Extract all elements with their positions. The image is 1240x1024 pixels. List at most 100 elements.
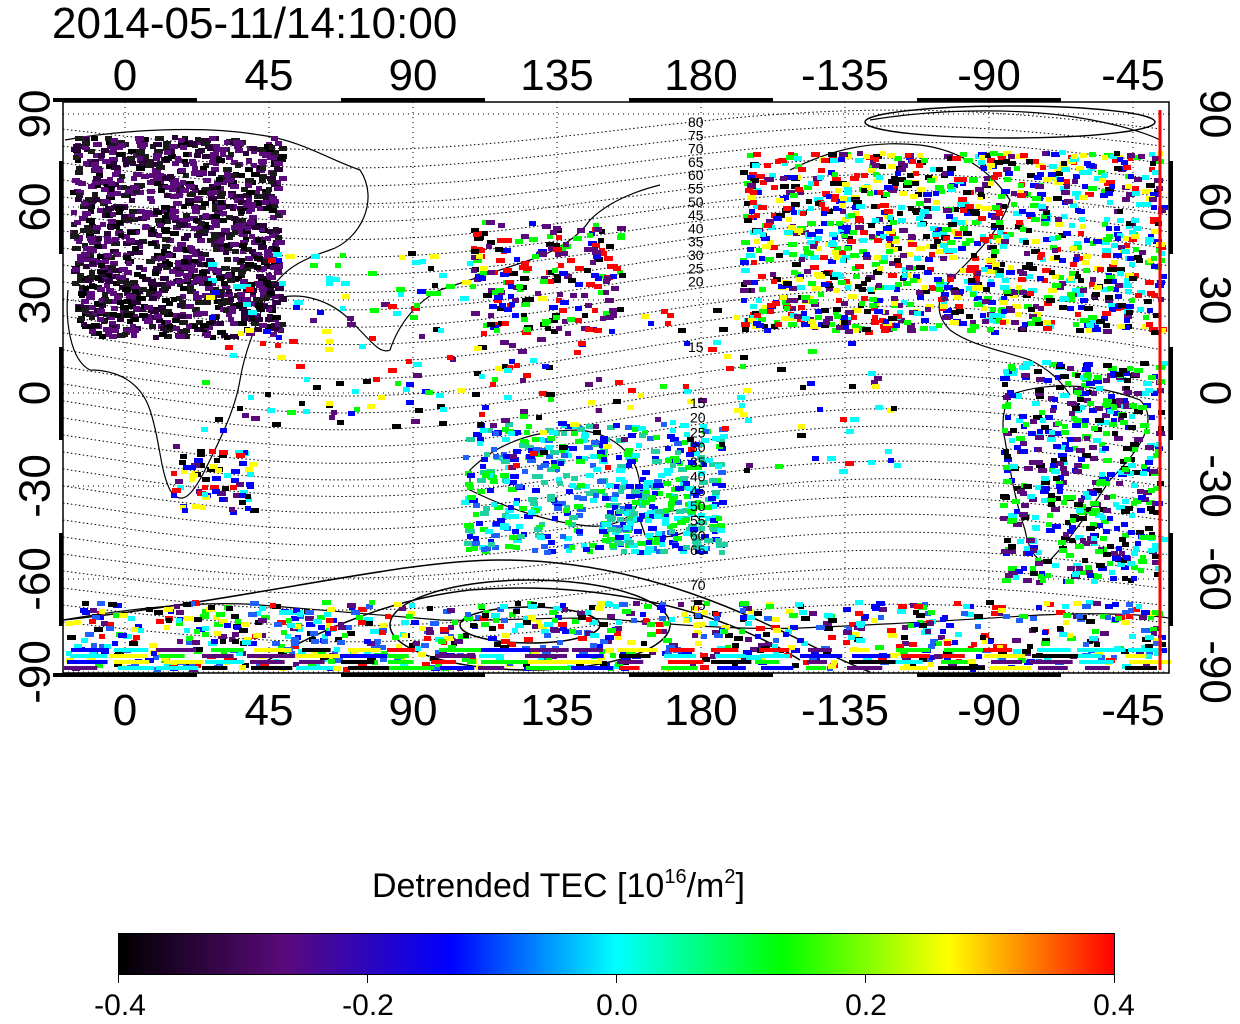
tec-pixel <box>644 480 653 485</box>
tec-pixel <box>1051 405 1057 410</box>
tec-pixel <box>616 620 622 625</box>
tec-pixel <box>572 619 579 624</box>
tec-pixel <box>710 518 718 523</box>
tec-pixel <box>678 651 685 656</box>
tec-pixel <box>1072 446 1078 451</box>
tec-pixel <box>933 191 939 196</box>
tec-pixel <box>198 221 205 226</box>
tec-pixel <box>526 424 532 429</box>
tec-pixel <box>200 170 206 175</box>
tec-pixel <box>149 315 158 320</box>
tec-pixel <box>243 237 249 242</box>
tec-pixel <box>617 517 624 522</box>
tec-pixel <box>745 188 753 193</box>
tec-pixel <box>902 625 908 630</box>
tec-pixel <box>1035 321 1043 326</box>
tec-pixel <box>116 145 123 150</box>
tec-pixel <box>907 328 916 333</box>
tec-pixel <box>430 254 439 259</box>
tec-pixel <box>966 268 975 273</box>
tec-pixel <box>1008 154 1015 159</box>
tec-pixel <box>99 609 105 614</box>
tec-pixel <box>179 300 186 305</box>
tec-pixel <box>1067 633 1073 638</box>
tec-pixel <box>311 639 319 644</box>
tec-pixel <box>250 146 257 151</box>
tec-pixel <box>303 409 310 414</box>
tec-pixel <box>204 300 211 305</box>
tec-pixel <box>1007 549 1016 554</box>
tec-pixel <box>197 238 205 243</box>
tec-pixel <box>897 609 906 614</box>
tec-pixel <box>1065 579 1074 584</box>
tec-pixel <box>611 286 619 291</box>
tec-pixel <box>508 487 517 492</box>
tec-pixel <box>845 310 854 315</box>
tec-pixel <box>410 315 418 320</box>
tec-pixel <box>239 232 248 237</box>
tec-pixel <box>717 523 725 528</box>
tec-pixel <box>1115 236 1121 241</box>
tec-pixel <box>435 665 441 670</box>
tec-pixel <box>181 265 189 270</box>
tec-pixel <box>1095 418 1104 423</box>
tec-pixel <box>896 644 904 649</box>
tec-pixel <box>156 233 162 238</box>
tec-pixel <box>1134 368 1143 373</box>
tec-pixel <box>120 305 129 310</box>
tec-pixel <box>1053 444 1061 449</box>
tec-pixel <box>1136 258 1143 263</box>
tec-pixel <box>612 492 619 497</box>
tec-pixel <box>1004 454 1011 459</box>
tec-pixel <box>639 503 646 508</box>
tec-pixel <box>217 330 226 335</box>
tec-pixel <box>161 656 169 661</box>
tec-pixel <box>775 322 782 327</box>
tec-pixel <box>743 214 749 219</box>
tec-pixel <box>1111 260 1118 265</box>
tec-pixel <box>1042 630 1048 635</box>
tec-pixel <box>65 621 74 626</box>
tec-pixel <box>1078 305 1085 310</box>
tec-pixel <box>265 392 271 397</box>
tec-pixel <box>625 448 633 453</box>
tec-pixel <box>528 615 536 620</box>
tec-pixel <box>1086 619 1095 624</box>
tec-pixel <box>480 511 489 516</box>
tec-pixel <box>951 640 958 645</box>
tec-pixel <box>185 201 194 206</box>
tec-pixel <box>665 458 671 463</box>
tec-pixel <box>1142 467 1150 472</box>
tec-pixel <box>507 642 516 647</box>
tec-pixel <box>505 280 514 285</box>
tec-pixel <box>261 304 268 309</box>
tec-pixel <box>814 197 823 202</box>
tec-pixel <box>272 604 281 609</box>
tec-pixel <box>343 667 350 672</box>
tec-pixel <box>106 626 114 631</box>
tec-pixel <box>706 458 713 463</box>
tec-pixel <box>1003 159 1010 164</box>
tec-pixel <box>1074 437 1081 442</box>
tec-pixel <box>114 662 122 667</box>
tec-pixel <box>1047 175 1056 180</box>
tec-pixel <box>494 295 503 300</box>
tec-pixel <box>1103 458 1112 463</box>
tec-pixel <box>520 409 528 414</box>
tec-pixel <box>310 263 318 268</box>
tec-pixel <box>173 247 182 252</box>
tec-pixel <box>520 414 528 419</box>
tec-pixel <box>546 454 553 459</box>
tec-pixel <box>809 611 817 616</box>
tec-pixel <box>537 337 546 342</box>
tec-pixel <box>233 284 242 289</box>
tec-pixel <box>928 644 935 649</box>
tec-pixel <box>1102 413 1110 418</box>
tec-pixel <box>829 155 837 160</box>
tec-pixel <box>271 136 278 141</box>
tec-pixel <box>1027 644 1033 649</box>
contour-line <box>62 442 1168 498</box>
tec-pixel <box>1134 177 1142 182</box>
tec-pixel <box>105 136 111 141</box>
tec-pixel <box>665 446 671 451</box>
